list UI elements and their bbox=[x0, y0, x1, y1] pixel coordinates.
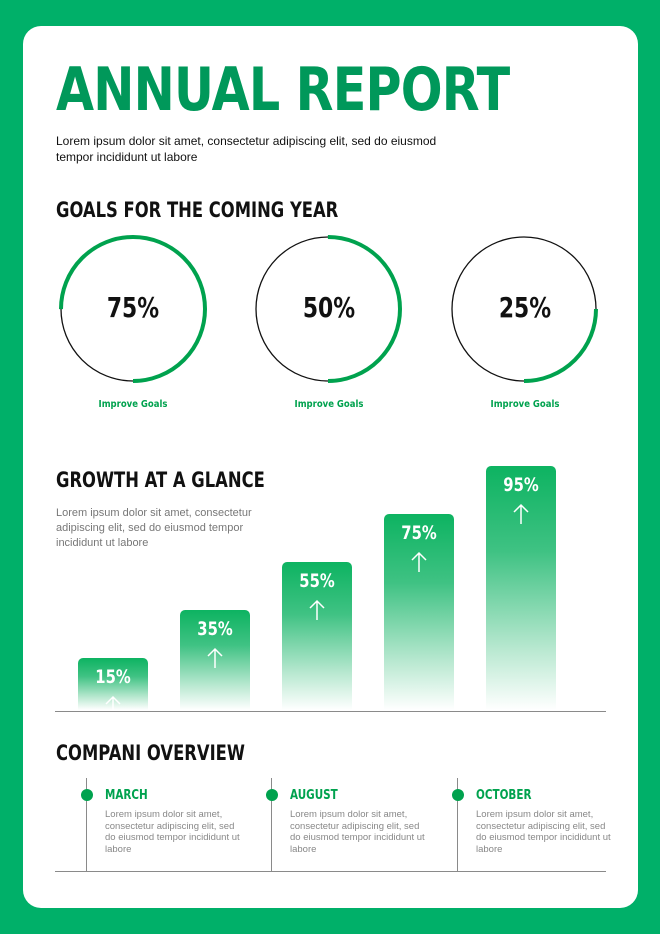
growth-bar-5: 95% bbox=[486, 466, 556, 710]
timeline-dot-march bbox=[81, 789, 93, 801]
goal-3-progress-arc bbox=[450, 235, 598, 383]
growth-description: Lorem ipsum dolor sit amet, consectetur … bbox=[56, 507, 252, 549]
goal-1-progress-arc bbox=[59, 235, 207, 383]
timeline-month-august: AUGUST bbox=[290, 788, 338, 803]
growth-bar-1: 15% bbox=[78, 658, 148, 716]
goal-1-caption: Improve Goals bbox=[98, 399, 168, 410]
growth-bar-2: 35% bbox=[180, 610, 250, 710]
overview-bottom-rule bbox=[55, 871, 606, 872]
timeline-text-october: Lorem ipsum dolor sit amet, consectetur … bbox=[476, 809, 611, 855]
timeline-text-august: Lorem ipsum dolor sit amet, consectetur … bbox=[290, 809, 425, 855]
growth-bar-4-label: 75% bbox=[401, 522, 437, 544]
arrow-up-icon bbox=[309, 599, 325, 620]
goals-heading: GOALS FOR THE COMING YEAR bbox=[56, 198, 339, 222]
arrow-up-icon bbox=[105, 695, 121, 716]
growth-baseline bbox=[55, 711, 606, 712]
timeline-dot-august bbox=[266, 789, 278, 801]
arrow-up-icon bbox=[207, 647, 223, 668]
timeline-line-october bbox=[457, 778, 458, 871]
growth-heading: GROWTH AT A GLANCE bbox=[56, 468, 265, 492]
timeline-line-march bbox=[86, 778, 87, 871]
goal-3-percent: 25% bbox=[498, 291, 552, 324]
growth-bar-5-label: 95% bbox=[503, 474, 539, 496]
growth-bar-4: 75% bbox=[384, 514, 454, 710]
growth-bar-3: 55% bbox=[282, 562, 352, 710]
overview-heading: COMPANI OVERVIEW bbox=[56, 741, 245, 765]
arrow-up-icon bbox=[513, 503, 529, 524]
goal-2-caption: Improve Goals bbox=[294, 399, 364, 410]
growth-bar-3-label: 55% bbox=[299, 570, 335, 592]
timeline-month-october: OCTOBER bbox=[476, 788, 532, 803]
goal-2-progress-arc bbox=[254, 235, 402, 383]
timeline-month-march: MARCH bbox=[105, 788, 148, 803]
report-title: ANNUAL REPORT bbox=[56, 55, 510, 125]
goal-1-percent: 75% bbox=[106, 291, 160, 324]
timeline-dot-october bbox=[452, 789, 464, 801]
report-intro: Lorem ipsum dolor sit amet, consectetur … bbox=[56, 134, 437, 164]
goal-2-percent: 50% bbox=[302, 291, 356, 324]
goal-3-caption: Improve Goals bbox=[490, 399, 560, 410]
timeline-line-august bbox=[271, 778, 272, 871]
arrow-up-icon bbox=[411, 551, 427, 572]
growth-bar-2-label: 35% bbox=[197, 618, 233, 640]
timeline-text-march: Lorem ipsum dolor sit amet, consectetur … bbox=[105, 809, 240, 855]
growth-bar-1-label: 15% bbox=[95, 666, 131, 688]
